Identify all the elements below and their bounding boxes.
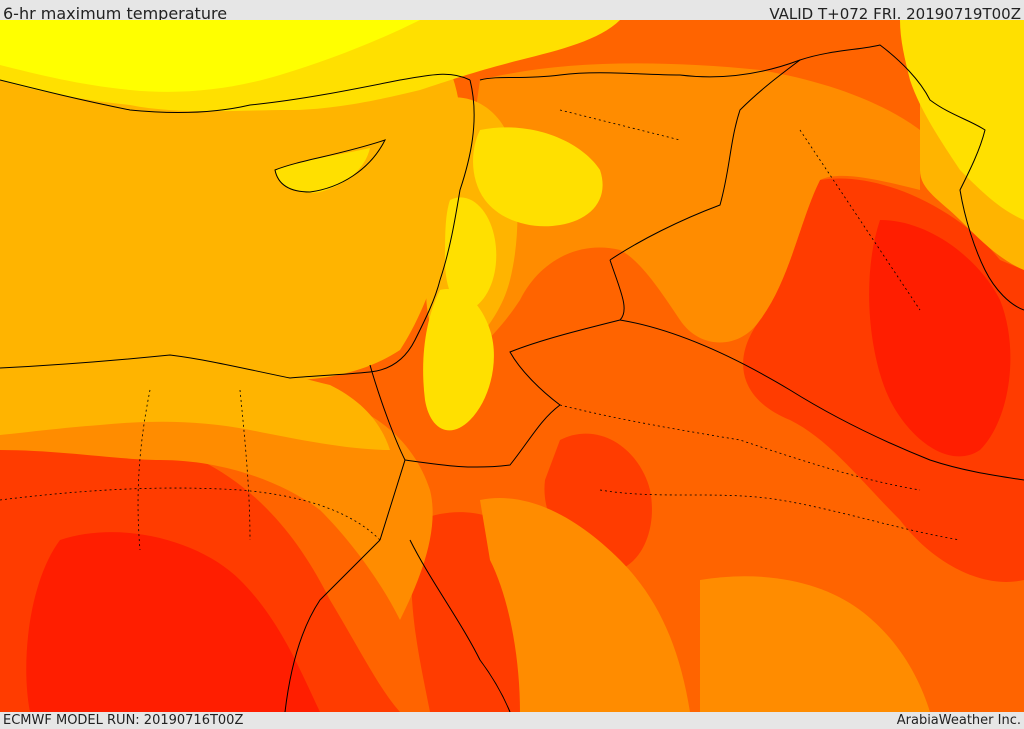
temp-zone-yellow-syria — [473, 127, 603, 227]
country-borders — [0, 44, 1024, 712]
temp-zone-yellow-northeast — [900, 20, 1024, 220]
temperature-map — [0, 20, 1024, 712]
map-footer: ECMWF MODEL RUN: 20190716T00Z ArabiaWeat… — [0, 712, 1024, 729]
temp-zone-orange-saudi — [700, 576, 930, 712]
temp-zone-red-deep — [26, 532, 320, 712]
temp-zone-orange-central — [440, 63, 920, 360]
temp-zone-yellow-cyprus — [275, 148, 370, 193]
map-header: 6-hr maximum temperature VALID T+072 FRI… — [0, 0, 1024, 23]
valid-time: VALID T+072 FRI. 20190719T00Z — [769, 5, 1021, 23]
temp-zone-orange-sinai — [0, 386, 433, 620]
temp-zone-yellow-lebanon — [445, 197, 497, 310]
temp-zone-orange-south — [480, 498, 690, 712]
temp-zone-yellow-jordan — [423, 289, 494, 431]
temp-zone-yellow-turkey-core — [0, 20, 420, 92]
temp-zone-amber-delta — [0, 357, 390, 450]
credit-label: ArabiaWeather Inc. — [896, 713, 1021, 728]
temp-zone-red-east-deep — [869, 220, 1011, 457]
model-run-label: ECMWF MODEL RUN: 20190716T00Z — [3, 713, 244, 728]
province-boundaries — [0, 109, 961, 551]
map-title: 6-hr maximum temperature — [3, 4, 228, 23]
temp-zone-amber-sea — [0, 60, 462, 380]
